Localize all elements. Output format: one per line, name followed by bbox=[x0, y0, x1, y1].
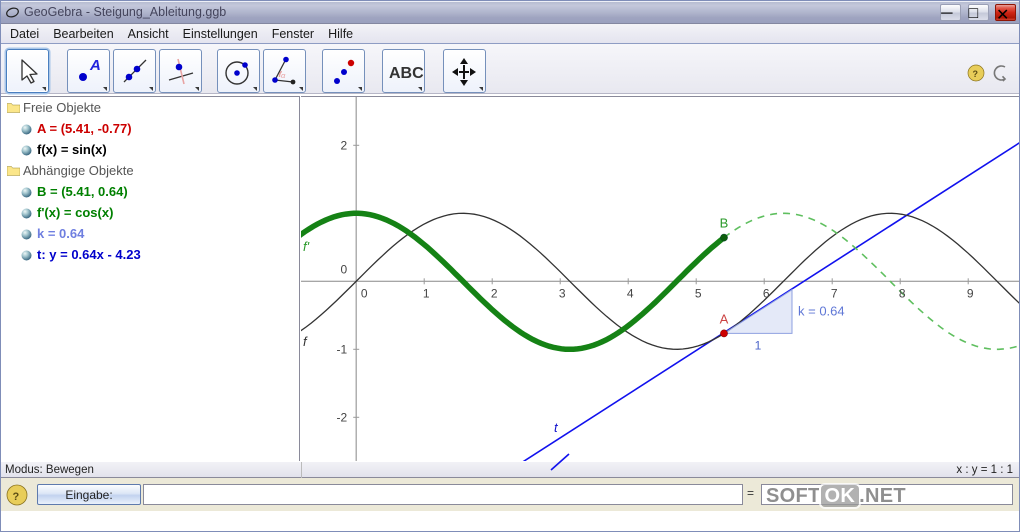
svg-text:6: 6 bbox=[763, 286, 770, 300]
svg-text:1: 1 bbox=[755, 338, 762, 352]
svg-text:0: 0 bbox=[361, 286, 368, 300]
svg-text:k = 0.64: k = 0.64 bbox=[798, 304, 845, 319]
svg-text:f: f bbox=[303, 334, 308, 349]
svg-text:?: ? bbox=[13, 491, 20, 503]
svg-text:7: 7 bbox=[831, 286, 838, 300]
svg-text:-2: -2 bbox=[337, 410, 348, 424]
svg-text:A: A bbox=[89, 57, 101, 74]
svg-text:ABC: ABC bbox=[389, 65, 424, 82]
svg-text:-1: -1 bbox=[337, 342, 348, 356]
svg-text:5: 5 bbox=[695, 286, 702, 300]
svg-text:1: 1 bbox=[423, 286, 430, 300]
svg-text:B: B bbox=[720, 216, 729, 231]
svg-text:0: 0 bbox=[341, 262, 348, 276]
svg-text:9: 9 bbox=[967, 286, 974, 300]
svg-text:2: 2 bbox=[491, 286, 498, 300]
svg-text:3: 3 bbox=[559, 286, 566, 300]
svg-text:t: t bbox=[554, 420, 559, 435]
svg-text:?: ? bbox=[973, 69, 979, 79]
svg-text:8: 8 bbox=[899, 286, 906, 300]
svg-text:α: α bbox=[281, 71, 286, 80]
svg-text:2: 2 bbox=[341, 138, 348, 152]
svg-text:4: 4 bbox=[627, 286, 634, 300]
svg-text:f': f' bbox=[303, 239, 310, 254]
svg-text:A: A bbox=[720, 311, 729, 326]
